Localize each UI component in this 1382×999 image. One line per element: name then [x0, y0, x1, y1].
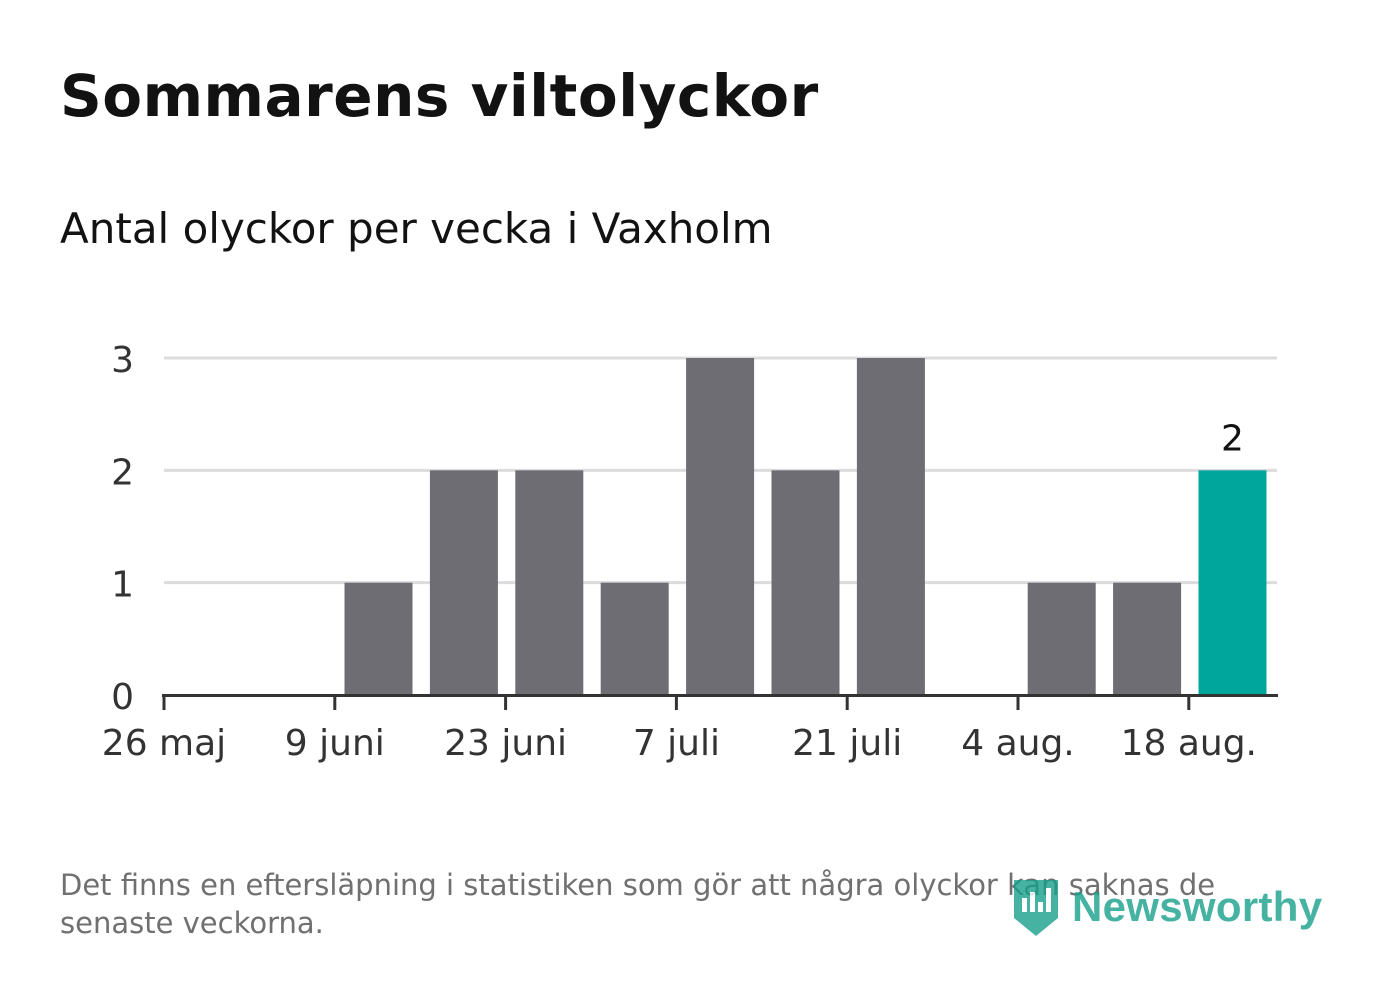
- bar: [771, 470, 840, 695]
- bar: [600, 582, 669, 695]
- bar: [1027, 582, 1096, 695]
- x-tick-label: 9 juni: [285, 723, 385, 764]
- x-tick-label: 7 juli: [633, 723, 720, 764]
- y-tick-label: 2: [111, 452, 134, 493]
- bar: [856, 358, 925, 695]
- bar: [429, 470, 498, 695]
- y-tick-label: 1: [111, 565, 134, 606]
- x-tick-label: 26 maj: [102, 723, 226, 764]
- x-tick-label: 21 juli: [792, 723, 902, 764]
- chart-subtitle: Antal olyckor per vecka i Vaxholm: [60, 204, 773, 253]
- newsworthy-logo-text: Newsworthy: [1072, 883, 1323, 930]
- bar: [344, 582, 413, 695]
- bar: [1113, 582, 1182, 695]
- y-tick-label: 3: [111, 340, 134, 381]
- bar: [515, 470, 584, 695]
- data-label: 2: [1221, 418, 1244, 459]
- bar-highlight: [1198, 470, 1267, 695]
- bar: [686, 358, 755, 695]
- newsworthy-logo-icon: [1014, 880, 1058, 936]
- newsworthy-logo: Newsworthy: [1010, 874, 1322, 940]
- x-tick-label: 23 juni: [444, 723, 567, 764]
- chart-title: Sommarens viltolyckor: [60, 62, 819, 130]
- x-tick-label: 4 aug.: [961, 723, 1075, 764]
- x-tick-label: 18 aug.: [1121, 723, 1257, 764]
- y-tick-label: 0: [111, 677, 134, 718]
